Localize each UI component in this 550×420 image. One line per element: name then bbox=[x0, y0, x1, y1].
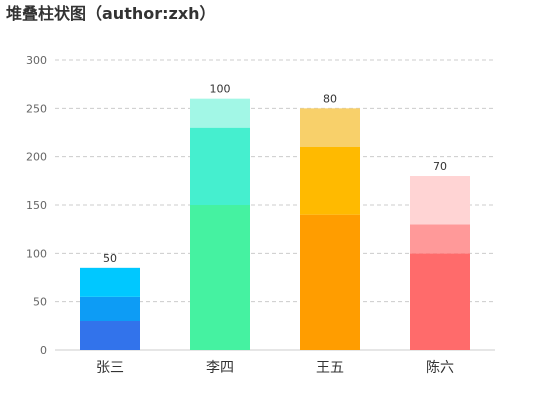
bar-segment bbox=[80, 267, 140, 297]
x-tick-label: 王五 bbox=[316, 360, 344, 376]
y-tick-label: 200 bbox=[26, 151, 47, 164]
bar-segment bbox=[300, 214, 360, 350]
bar-segment bbox=[410, 224, 470, 254]
x-tick-label: 张三 bbox=[96, 360, 124, 376]
bar-segment bbox=[80, 296, 140, 321]
y-tick-label: 50 bbox=[33, 296, 47, 309]
y-axis: 0 50 100 150 200 250 300 bbox=[26, 54, 47, 357]
y-tick-label: 100 bbox=[26, 247, 47, 260]
y-tick-label: 150 bbox=[26, 199, 47, 212]
data-labels: 50 100 80 70 bbox=[103, 83, 447, 265]
bar-segment bbox=[190, 205, 250, 350]
bar-segment bbox=[190, 98, 250, 128]
bars bbox=[80, 98, 470, 350]
x-tick-label: 陈六 bbox=[426, 359, 454, 376]
chart-title: 堆叠柱状图（author:zxh） bbox=[6, 4, 216, 23]
bar-total-label: 50 bbox=[103, 252, 117, 265]
x-tick-label: 李四 bbox=[206, 360, 234, 376]
bar-total-label: 70 bbox=[433, 160, 447, 173]
bar-total-label: 100 bbox=[210, 83, 231, 96]
bar-segment bbox=[190, 127, 250, 205]
bar-segment bbox=[300, 108, 360, 147]
y-tick-label: 300 bbox=[26, 54, 47, 67]
y-tick-label: 0 bbox=[40, 344, 47, 357]
bar-segment bbox=[80, 321, 140, 350]
bar-segment bbox=[410, 176, 470, 225]
bar-segment bbox=[300, 147, 360, 215]
y-tick-label: 250 bbox=[26, 102, 47, 115]
bar-segment bbox=[410, 253, 470, 350]
x-axis: 张三 李四 王五 陈六 bbox=[55, 349, 495, 376]
bar-total-label: 80 bbox=[323, 92, 337, 105]
